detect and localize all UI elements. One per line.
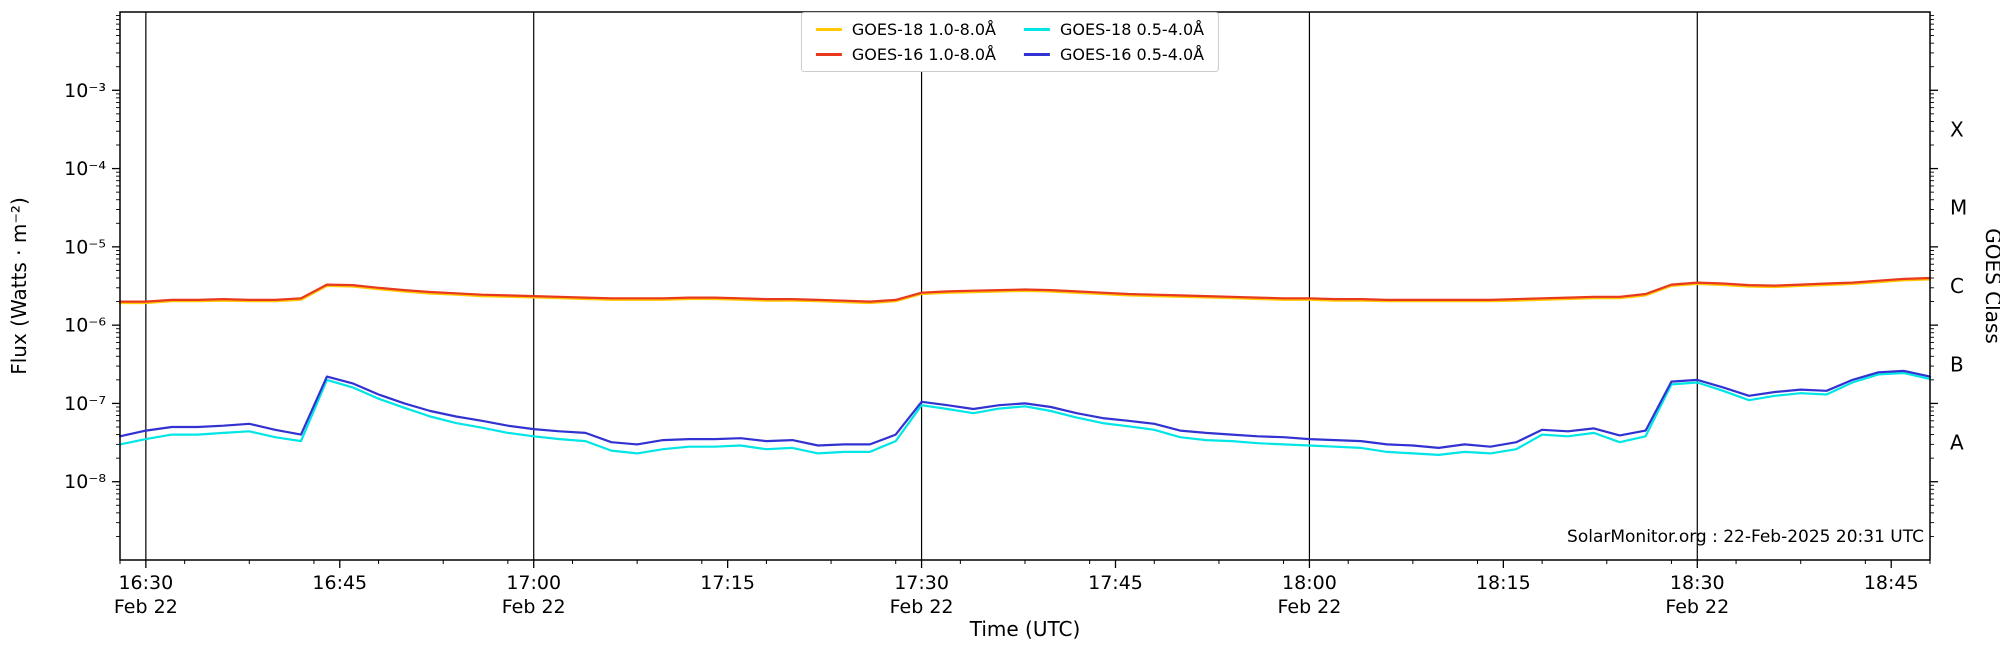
goes-class-letter: X xyxy=(1950,117,1964,141)
x-tick-label: 17:15 xyxy=(700,572,755,594)
y-tick-label: 10⁻⁸ xyxy=(64,471,106,493)
x-tick-label: 17:30 xyxy=(894,572,949,594)
y-tick-label: 10⁻⁶ xyxy=(64,315,106,337)
series-line-2 xyxy=(118,371,1932,456)
y-axis: 10⁻³ 10⁻⁴ 10⁻⁵ 10⁻⁶ 10⁻⁷ 10⁻⁸ xyxy=(64,15,1938,537)
x-tick-date-label: Feb 22 xyxy=(502,596,566,618)
y-axis-label: Flux (Watts · m⁻²) xyxy=(7,197,31,375)
legend-swatch-goes18-long xyxy=(815,28,842,31)
legend-item-goes18-long: GOES-18 1.0-8.0Å xyxy=(815,20,996,39)
plot-frame xyxy=(119,11,1931,561)
series-line-1 xyxy=(118,276,1932,303)
right-axis-label: GOES Class xyxy=(1981,228,2000,344)
goes-class-letter: C xyxy=(1950,274,1964,298)
x-tick-date-label: Feb 22 xyxy=(890,596,954,618)
series-line-3 xyxy=(118,369,1932,449)
legend-label: GOES-18 1.0-8.0Å xyxy=(851,20,996,39)
x-tick-label: 16:45 xyxy=(312,572,367,594)
x-tick-label: 17:00 xyxy=(506,572,561,594)
x-tick-date-label: Feb 22 xyxy=(114,596,178,618)
x-tick-date-label: Feb 22 xyxy=(1277,596,1341,618)
x-tick-date-label: Feb 22 xyxy=(1665,596,1729,618)
legend-swatch-goes16-short xyxy=(1024,53,1050,56)
chart-legend: GOES-18 1.0-8.0Å GOES-16 1.0-8.0Å GOES-1… xyxy=(800,12,1220,72)
x-tick-label: 16:30 xyxy=(118,572,173,594)
legend-item-goes18-short: GOES-18 0.5-4.0Å xyxy=(1024,20,1204,39)
legend-item-goes16-short: GOES-16 0.5-4.0Å xyxy=(1024,45,1204,64)
x-tick-label: 18:30 xyxy=(1670,572,1725,594)
legend-swatch-goes18-short xyxy=(1024,28,1050,31)
series-lines xyxy=(118,276,1932,456)
x-axis-label: Time (UTC) xyxy=(969,617,1081,641)
x-tick-label: 18:45 xyxy=(1864,572,1919,594)
plot-border xyxy=(119,11,1931,561)
y-tick-label: 10⁻⁷ xyxy=(64,393,106,415)
credit-annotation: SolarMonitor.org : 22-Feb-2025 20:31 UTC xyxy=(1567,527,1924,547)
goes-class-labels: X M C B A xyxy=(1950,117,1967,454)
goes-class-letter: A xyxy=(1950,431,1964,455)
goes-class-letter: M xyxy=(1950,196,1967,220)
goes-class-letter: B xyxy=(1950,352,1964,376)
y-tick-label: 10⁻⁴ xyxy=(64,158,106,180)
legend-item-goes16-long: GOES-16 1.0-8.0Å xyxy=(815,45,996,64)
legend-label: GOES-16 1.0-8.0Å xyxy=(851,45,996,64)
legend-label: GOES-18 0.5-4.0Å xyxy=(1060,20,1205,39)
gridlines xyxy=(145,12,1698,560)
y-tick-label: 10⁻⁵ xyxy=(64,236,106,258)
legend-swatch-goes16-long xyxy=(815,53,842,56)
x-tick-label: 18:00 xyxy=(1282,572,1337,594)
x-tick-label: 18:15 xyxy=(1476,572,1531,594)
series-line-0 xyxy=(118,278,1932,305)
x-tick-label: 17:45 xyxy=(1088,572,1143,594)
y-tick-label: 10⁻³ xyxy=(64,80,106,102)
legend-label: GOES-16 0.5-4.0Å xyxy=(1060,45,1205,64)
